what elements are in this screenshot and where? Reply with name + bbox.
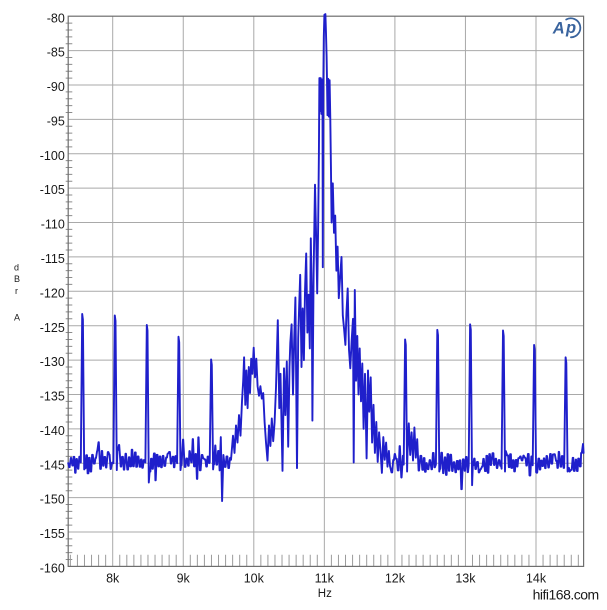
svg-text:-155: -155 xyxy=(40,527,65,541)
svg-text:12k: 12k xyxy=(385,571,406,585)
svg-text:-135: -135 xyxy=(40,390,65,404)
svg-text:13k: 13k xyxy=(455,571,476,585)
svg-text:9k: 9k xyxy=(177,571,191,585)
svg-text:-90: -90 xyxy=(47,80,65,94)
svg-text:10k: 10k xyxy=(244,571,265,585)
svg-text:14k: 14k xyxy=(526,571,547,585)
svg-text:-145: -145 xyxy=(40,458,65,472)
svg-text:B: B xyxy=(14,274,20,284)
svg-text:-120: -120 xyxy=(40,286,65,300)
svg-text:-110: -110 xyxy=(41,218,65,232)
svg-text:-160: -160 xyxy=(40,562,65,576)
svg-text:8k: 8k xyxy=(106,571,120,585)
svg-text:-115: -115 xyxy=(41,252,65,266)
svg-text:A: A xyxy=(14,312,20,322)
svg-text:hifi168.com: hifi168.com xyxy=(533,586,599,602)
svg-text:-150: -150 xyxy=(40,493,65,507)
svg-text:-95: -95 xyxy=(47,115,65,129)
svg-text:-130: -130 xyxy=(40,355,65,369)
svg-text:-100: -100 xyxy=(40,149,65,163)
svg-text:-125: -125 xyxy=(40,321,65,335)
svg-text:A: A xyxy=(552,20,565,38)
svg-text:-105: -105 xyxy=(40,183,65,197)
svg-text:d: d xyxy=(14,262,19,272)
svg-text:-80: -80 xyxy=(47,11,65,25)
svg-text:p: p xyxy=(565,19,576,37)
svg-text:-140: -140 xyxy=(40,424,65,438)
svg-text:11k: 11k xyxy=(315,571,335,585)
svg-text:Hz: Hz xyxy=(318,588,332,600)
svg-text:r: r xyxy=(15,286,18,296)
svg-text:-85: -85 xyxy=(47,46,65,60)
